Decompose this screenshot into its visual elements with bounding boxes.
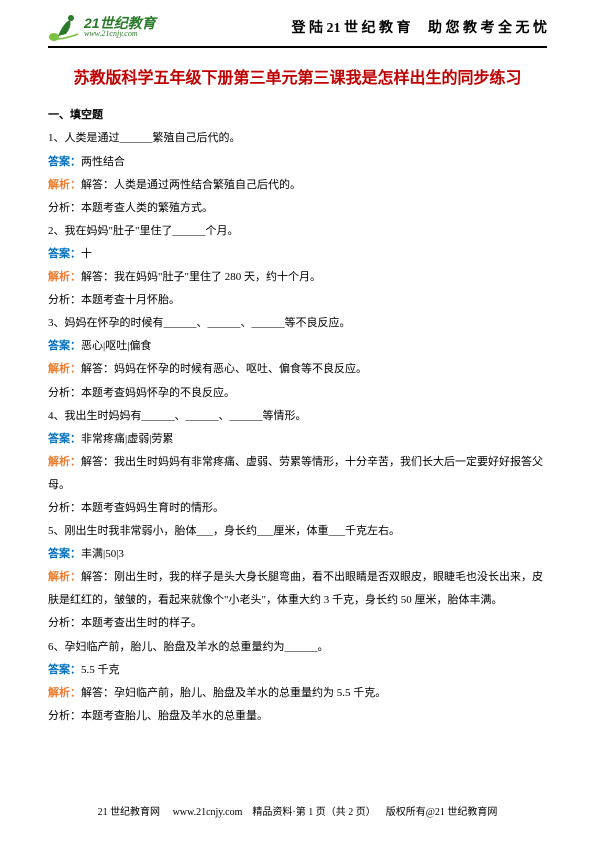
q1-text: 1、人类是通过______繁殖自己后代的。 xyxy=(48,127,547,150)
ans-label: 答案： xyxy=(48,248,81,260)
q1-ans-val: 两性结合 xyxy=(81,156,125,168)
ans-label: 答案： xyxy=(48,548,81,560)
ans-label: 答案： xyxy=(48,433,81,445)
q3-ans: 答案：恶心|呕吐|偏食 xyxy=(48,335,547,358)
page-header: 21世纪教育 www.21cnjy.com 登 陆 21 世 纪 教 育 助 您… xyxy=(0,0,595,46)
jiexi-label: 解析： xyxy=(48,363,81,375)
q4-fenxi: 分析：本题考查妈妈生育时的情形。 xyxy=(48,497,547,520)
q4-ans-val: 非常疼痛|虚弱|劳累 xyxy=(81,433,173,445)
q1-jiexi-val: 解答：人类是通过两性结合繁殖自己后代的。 xyxy=(81,179,301,191)
main-title: 苏教版科学五年级下册第三单元第三课我是怎样出生的同步练习 xyxy=(48,68,547,90)
q3-fenxi: 分析：本题考查妈妈怀孕的不良反应。 xyxy=(48,382,547,405)
q6-ans: 答案：5.5 千克 xyxy=(48,659,547,682)
q5-fenxi: 分析：本题考查出生时的样子。 xyxy=(48,612,547,635)
logo-block: 21世纪教育 www.21cnjy.com xyxy=(48,12,156,42)
q2-ans: 答案：十 xyxy=(48,243,547,266)
q3-text: 3、妈妈在怀孕的时候有______、______、______等不良反应。 xyxy=(48,312,547,335)
footer-right: 版权所有@21 世纪教育网 xyxy=(386,807,498,818)
q2-jiexi: 解析：解答：我在妈妈"肚子"里住了 280 天，约十个月。 xyxy=(48,266,547,289)
ans-label: 答案： xyxy=(48,340,81,352)
q6-text: 6、孕妇临产前，胎儿、胎盘及羊水的总重量约为______。 xyxy=(48,636,547,659)
section-head: 一、填空题 xyxy=(48,104,547,127)
q6-fenxi: 分析：本题考查胎儿、胎盘及羊水的总重量。 xyxy=(48,705,547,728)
q2-fenxi: 分析：本题考查十月怀胎。 xyxy=(48,289,547,312)
q4-ans: 答案：非常疼痛|虚弱|劳累 xyxy=(48,428,547,451)
jiexi-label: 解析： xyxy=(48,179,81,191)
logo-icon xyxy=(48,12,82,42)
jiexi-label: 解析： xyxy=(48,687,81,699)
q2-text: 2、我在妈妈"肚子"里住了______个月。 xyxy=(48,220,547,243)
q2-jiexi-val: 解答：我在妈妈"肚子"里住了 280 天，约十个月。 xyxy=(81,271,321,283)
q5-ans: 答案：丰满|50|3 xyxy=(48,543,547,566)
q2-ans-val: 十 xyxy=(81,248,92,260)
q3-jiexi-val: 解答：妈妈在怀孕的时候有恶心、呕吐、偏食等不良反应。 xyxy=(81,363,367,375)
logo-url: www.21cnjy.com xyxy=(84,30,156,38)
ans-label: 答案： xyxy=(48,156,81,168)
footer-left: 21 世纪教育网 xyxy=(98,807,161,818)
q6-ans-val: 5.5 千克 xyxy=(81,664,120,676)
footer-mid: 精品资料·第 1 页（共 2 页） xyxy=(252,807,375,818)
q4-jiexi-val: 解答：我出生时妈妈有非常疼痛、虚弱、劳累等情形，十分辛苦，我们长大后一定要好好报… xyxy=(48,456,543,491)
jiexi-label: 解析： xyxy=(48,271,81,283)
q3-jiexi: 解析：解答：妈妈在怀孕的时候有恶心、呕吐、偏食等不良反应。 xyxy=(48,358,547,381)
logo-cn: 21世纪教育 xyxy=(84,16,156,30)
content: 一、填空题 1、人类是通过______繁殖自己后代的。 答案：两性结合 解析：解… xyxy=(0,104,595,728)
q4-jiexi: 解析：解答：我出生时妈妈有非常疼痛、虚弱、劳累等情形，十分辛苦，我们长大后一定要… xyxy=(48,451,547,497)
q4-text: 4、我出生时妈妈有______、______、______等情形。 xyxy=(48,405,547,428)
q6-jiexi: 解析：解答：孕妇临产前，胎儿、胎盘及羊水的总重量约为 5.5 千克。 xyxy=(48,682,547,705)
q6-jiexi-val: 解答：孕妇临产前，胎儿、胎盘及羊水的总重量约为 5.5 千克。 xyxy=(81,687,386,699)
slogan-right: 助 您 教 考 全 无 忧 xyxy=(428,21,547,36)
slogan-left: 登 陆 21 世 纪 教 育 xyxy=(292,21,411,36)
q5-text: 5、刚出生时我非常弱小，胎体___，身长约___厘米，体重___千克左右。 xyxy=(48,520,547,543)
logo-text: 21世纪教育 www.21cnjy.com xyxy=(84,16,156,38)
header-divider xyxy=(48,46,547,48)
ans-label: 答案： xyxy=(48,664,81,676)
footer-url: www.21cnjy.com xyxy=(173,807,243,818)
jiexi-label: 解析： xyxy=(48,456,81,468)
header-slogan: 登 陆 21 世 纪 教 育 助 您 教 考 全 无 忧 xyxy=(292,17,548,37)
q1-jiexi: 解析：解答：人类是通过两性结合繁殖自己后代的。 xyxy=(48,174,547,197)
q5-jiexi: 解析：解答：刚出生时，我的样子是头大身长腿弯曲，看不出眼睛是否双眼皮，眼睫毛也没… xyxy=(48,566,547,612)
q5-ans-val: 丰满|50|3 xyxy=(81,548,124,560)
jiexi-label: 解析： xyxy=(48,571,81,583)
q1-ans: 答案：两性结合 xyxy=(48,151,547,174)
q5-jiexi-val: 解答：刚出生时，我的样子是头大身长腿弯曲，看不出眼睛是否双眼皮，眼睫毛也没长出来… xyxy=(48,571,543,606)
q3-ans-val: 恶心|呕吐|偏食 xyxy=(81,340,151,352)
q1-fenxi: 分析：本题考查人类的繁殖方式。 xyxy=(48,197,547,220)
page-footer: 21 世纪教育网 www.21cnjy.com 精品资料·第 1 页（共 2 页… xyxy=(0,803,595,818)
